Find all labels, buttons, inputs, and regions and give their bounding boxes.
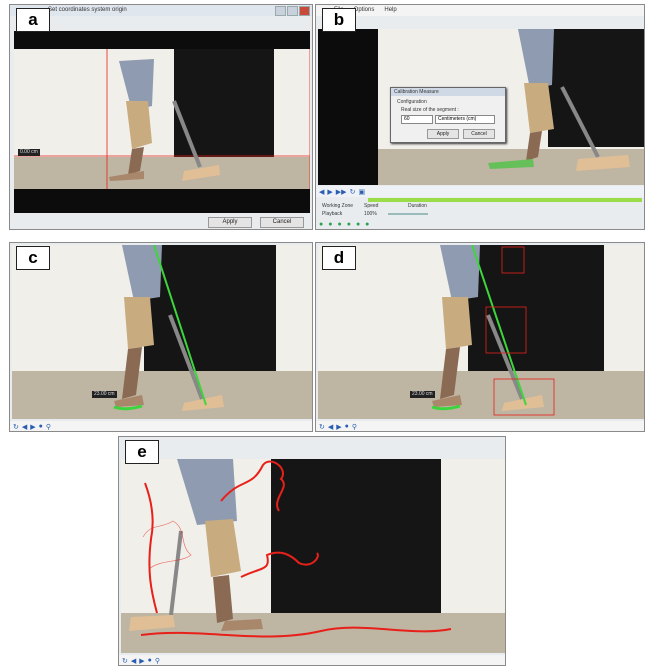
fast-forward-icon[interactable]: ● — [355, 221, 361, 228]
distance-readout: 0.00 cm — [18, 149, 40, 156]
person-leg-image — [431, 245, 555, 416]
window-controls — [275, 6, 310, 16]
menu-bar: File Options Help — [316, 5, 644, 16]
panel-d: d 23.00 cm ↻ ◀ ▶ ● ⚲ — [315, 242, 645, 432]
record-icon[interactable]: ● — [147, 657, 152, 664]
loop-icon[interactable]: ↻ — [349, 188, 356, 196]
prev-icon[interactable]: ◀ — [130, 657, 137, 665]
selection-box[interactable] — [493, 378, 555, 416]
dialog-prompt: Real size of the segment : — [401, 107, 459, 113]
video-frame[interactable] — [121, 459, 505, 653]
timeline-bar[interactable] — [368, 198, 642, 202]
dialog-apply-button[interactable]: Apply — [427, 129, 459, 139]
refresh-icon[interactable]: ↻ — [319, 423, 325, 431]
panel-label-e: e — [125, 440, 159, 464]
tracking-line — [153, 245, 207, 406]
next-frame-icon[interactable]: ▶▶ — [335, 188, 347, 196]
window-title-text: Set coordinates system origin — [48, 7, 127, 13]
maximize-button[interactable] — [287, 6, 298, 16]
player-toolbar: ↻ ◀ ▶ ● ⚲ — [316, 421, 644, 431]
distance-readout: 23.00 cm — [410, 391, 435, 398]
panel-c: c 23.00 cm ↻ ◀ ▶ ● ⚲ — [9, 242, 313, 432]
panel-label-c: c — [16, 246, 50, 270]
working-zone-label: Working Zone — [322, 203, 354, 209]
video-frame[interactable]: 23.00 cm — [12, 245, 312, 419]
unit-select[interactable]: Centimeters (cm) — [435, 115, 495, 124]
distance-readout: 23.00 cm — [92, 391, 117, 398]
minimize-button[interactable] — [275, 6, 286, 16]
person-leg-image — [113, 245, 224, 411]
player-toolbar: ↻ ◀ ▶ ● ⚲ — [119, 655, 505, 665]
person-leg-image — [488, 29, 630, 171]
prev-icon[interactable]: ◀ — [21, 423, 28, 431]
record-icon[interactable]: ● — [38, 423, 43, 430]
step-forward-icon[interactable]: ● — [346, 221, 351, 228]
menu-options[interactable]: Options — [353, 7, 375, 13]
zoom-icon[interactable]: ⚲ — [154, 657, 161, 665]
video-frame[interactable]: 23.00 cm — [318, 245, 644, 419]
person-leg-image — [129, 459, 452, 638]
player-toolbar: ◀ ▶ ▶▶ ↻ ▣ — [316, 186, 644, 197]
panel-e: e ↻ ◀ ▶ ● ⚲ — [118, 436, 506, 666]
panel-a: a Set coordinates system origin 0.00 cm … — [9, 4, 313, 230]
apply-button[interactable]: Apply — [208, 217, 252, 228]
dialog-cancel-button[interactable]: Cancel — [463, 129, 495, 139]
refresh-icon[interactable]: ↻ — [13, 423, 19, 431]
person-leg-image — [14, 49, 310, 189]
play-icon[interactable]: ▶ — [327, 188, 333, 196]
dialog-section-label: Configuration — [397, 99, 427, 105]
player-toolbar: ↻ ◀ ▶ ● ⚲ — [10, 421, 312, 431]
close-button[interactable] — [299, 6, 310, 16]
snapshot-icon[interactable]: ▣ — [358, 188, 366, 196]
play-icon[interactable]: ▶ — [336, 423, 342, 431]
prev-frame-icon[interactable]: ◀ — [319, 188, 325, 196]
calibration-dialog: Calibration Measure Configuration Real s… — [390, 87, 506, 143]
trajectory-path — [140, 460, 452, 638]
play-icon[interactable]: ▶ — [30, 423, 36, 431]
play-icon[interactable]: ▶ — [139, 657, 145, 665]
rewind-icon[interactable]: ● — [319, 221, 324, 228]
menu-help[interactable]: Help — [384, 7, 397, 13]
step-back-icon[interactable]: ● — [328, 221, 333, 228]
speed-value: 100% — [364, 211, 377, 217]
playback-label: Playback — [322, 211, 343, 217]
selection-box[interactable] — [501, 246, 525, 274]
panel-label-b: b — [322, 8, 356, 32]
panel-label-a: a — [16, 8, 50, 32]
video-frame[interactable]: 0.00 cm — [14, 31, 310, 213]
end-icon[interactable]: ● — [365, 221, 370, 228]
duration-label: Duration — [408, 203, 427, 209]
tracking-line — [471, 245, 527, 406]
segment-size-input[interactable]: 60 — [401, 115, 433, 124]
play-icon[interactable]: ● — [337, 221, 342, 228]
zoom-icon[interactable]: ⚲ — [351, 423, 358, 431]
dialog-title: Calibration Measure — [391, 88, 505, 96]
panel-label-d: d — [322, 246, 356, 270]
selection-box[interactable] — [485, 306, 527, 354]
panel-b: b File Options Help Calibration Measure … — [315, 4, 645, 230]
prev-icon[interactable]: ◀ — [327, 423, 334, 431]
record-icon[interactable]: ● — [344, 423, 349, 430]
refresh-icon[interactable]: ↻ — [122, 657, 128, 665]
cancel-button[interactable]: Cancel — [260, 217, 304, 228]
window-title: Set coordinates system origin — [10, 5, 312, 16]
zoom-icon[interactable]: ⚲ — [45, 423, 52, 431]
speed-slider[interactable] — [388, 213, 428, 215]
speed-label: Speed — [364, 203, 379, 209]
playback-controls: ● ● ● ● ● ● — [316, 219, 644, 229]
